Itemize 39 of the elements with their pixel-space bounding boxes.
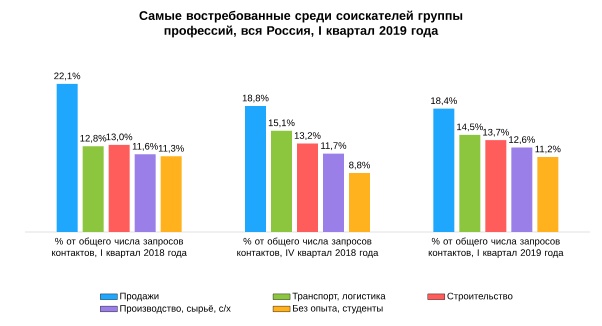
legend-label: Строительство bbox=[447, 292, 512, 302]
x-tick-label: % от общего числа запросов контактов, I квартал 2019 года bbox=[428, 238, 564, 258]
bar bbox=[537, 156, 558, 232]
bar bbox=[323, 154, 344, 232]
data-label: 11,7% bbox=[321, 142, 346, 150]
data-label: 12,8% bbox=[80, 134, 106, 143]
bar bbox=[160, 156, 182, 232]
bar bbox=[433, 108, 454, 232]
bar bbox=[56, 84, 78, 232]
data-label: 12,6% bbox=[509, 136, 535, 144]
bar bbox=[297, 144, 318, 232]
data-label: 15,1% bbox=[268, 120, 295, 128]
x-tick-label: % от общего числа запросов контактов, IV квартал 2018 года bbox=[237, 238, 378, 258]
chart-title: Самые востребованные среди соискателей группы профессий, вся Россия, I квартал 2019 года bbox=[140, 10, 462, 38]
bar bbox=[134, 154, 156, 232]
data-label: 11,2% bbox=[535, 146, 561, 154]
data-label: 13,2% bbox=[294, 132, 321, 140]
legend-label: Продажи bbox=[120, 292, 158, 302]
x-tick-label: % от общего числа запросов контактов, I квартал 2018 года bbox=[52, 238, 187, 258]
bar bbox=[511, 148, 532, 232]
bar bbox=[271, 130, 292, 232]
data-label: 8,8% bbox=[349, 162, 370, 170]
data-label: 13,0% bbox=[106, 134, 132, 142]
data-label: 22,1% bbox=[54, 72, 80, 80]
data-label: 11,6% bbox=[132, 142, 158, 151]
data-label: 11,3% bbox=[158, 144, 184, 153]
data-label: 18,4% bbox=[431, 97, 457, 106]
bar bbox=[245, 106, 266, 232]
bar bbox=[459, 134, 480, 232]
data-label: 14,5% bbox=[457, 124, 483, 132]
bar bbox=[108, 144, 130, 232]
data-label: 18,8% bbox=[242, 94, 269, 102]
legend-label: Производство, сырьё, с/х bbox=[120, 304, 231, 314]
bar bbox=[82, 146, 104, 232]
data-label: 13,7% bbox=[483, 128, 509, 137]
legend-label: Без опыта, студенты bbox=[293, 304, 383, 314]
legend-label: Транспорт, логистика bbox=[292, 292, 386, 302]
bar bbox=[485, 140, 506, 232]
bar bbox=[349, 173, 370, 232]
